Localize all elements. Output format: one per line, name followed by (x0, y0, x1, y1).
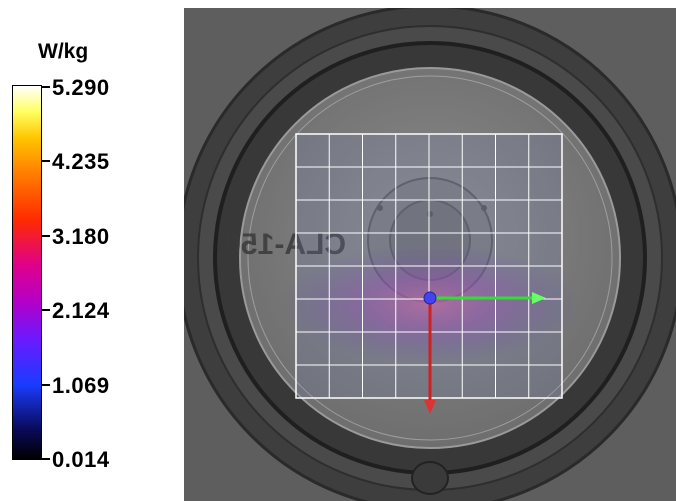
legend-tick (42, 458, 50, 460)
legend-tick (42, 235, 50, 237)
bottom-port (411, 461, 449, 495)
color-legend: W/kg 5.290 4.235 3.180 2.124 1.069 0.014 (0, 0, 180, 501)
legend-unit: W/kg (38, 40, 89, 63)
scene-svg: CLA-150 (184, 8, 676, 501)
legend-tick (42, 309, 50, 311)
y-axis-arrow (424, 400, 436, 414)
legend-tick (42, 86, 50, 88)
legend-label: 4.235 (52, 149, 110, 174)
3d-viewport[interactable]: CLA-150 (184, 8, 676, 501)
legend-tick (42, 160, 50, 162)
origin-marker (423, 291, 437, 305)
legend-colorbar (12, 85, 42, 460)
legend-label: 1.069 (52, 373, 110, 398)
legend-label: 3.180 (52, 224, 110, 249)
x-axis-arrow (532, 292, 546, 304)
legend-label-max: 5.290 (52, 75, 110, 100)
legend-label: 2.124 (52, 298, 110, 323)
legend-tick (42, 384, 50, 386)
legend-label-min: 0.014 (52, 447, 110, 472)
